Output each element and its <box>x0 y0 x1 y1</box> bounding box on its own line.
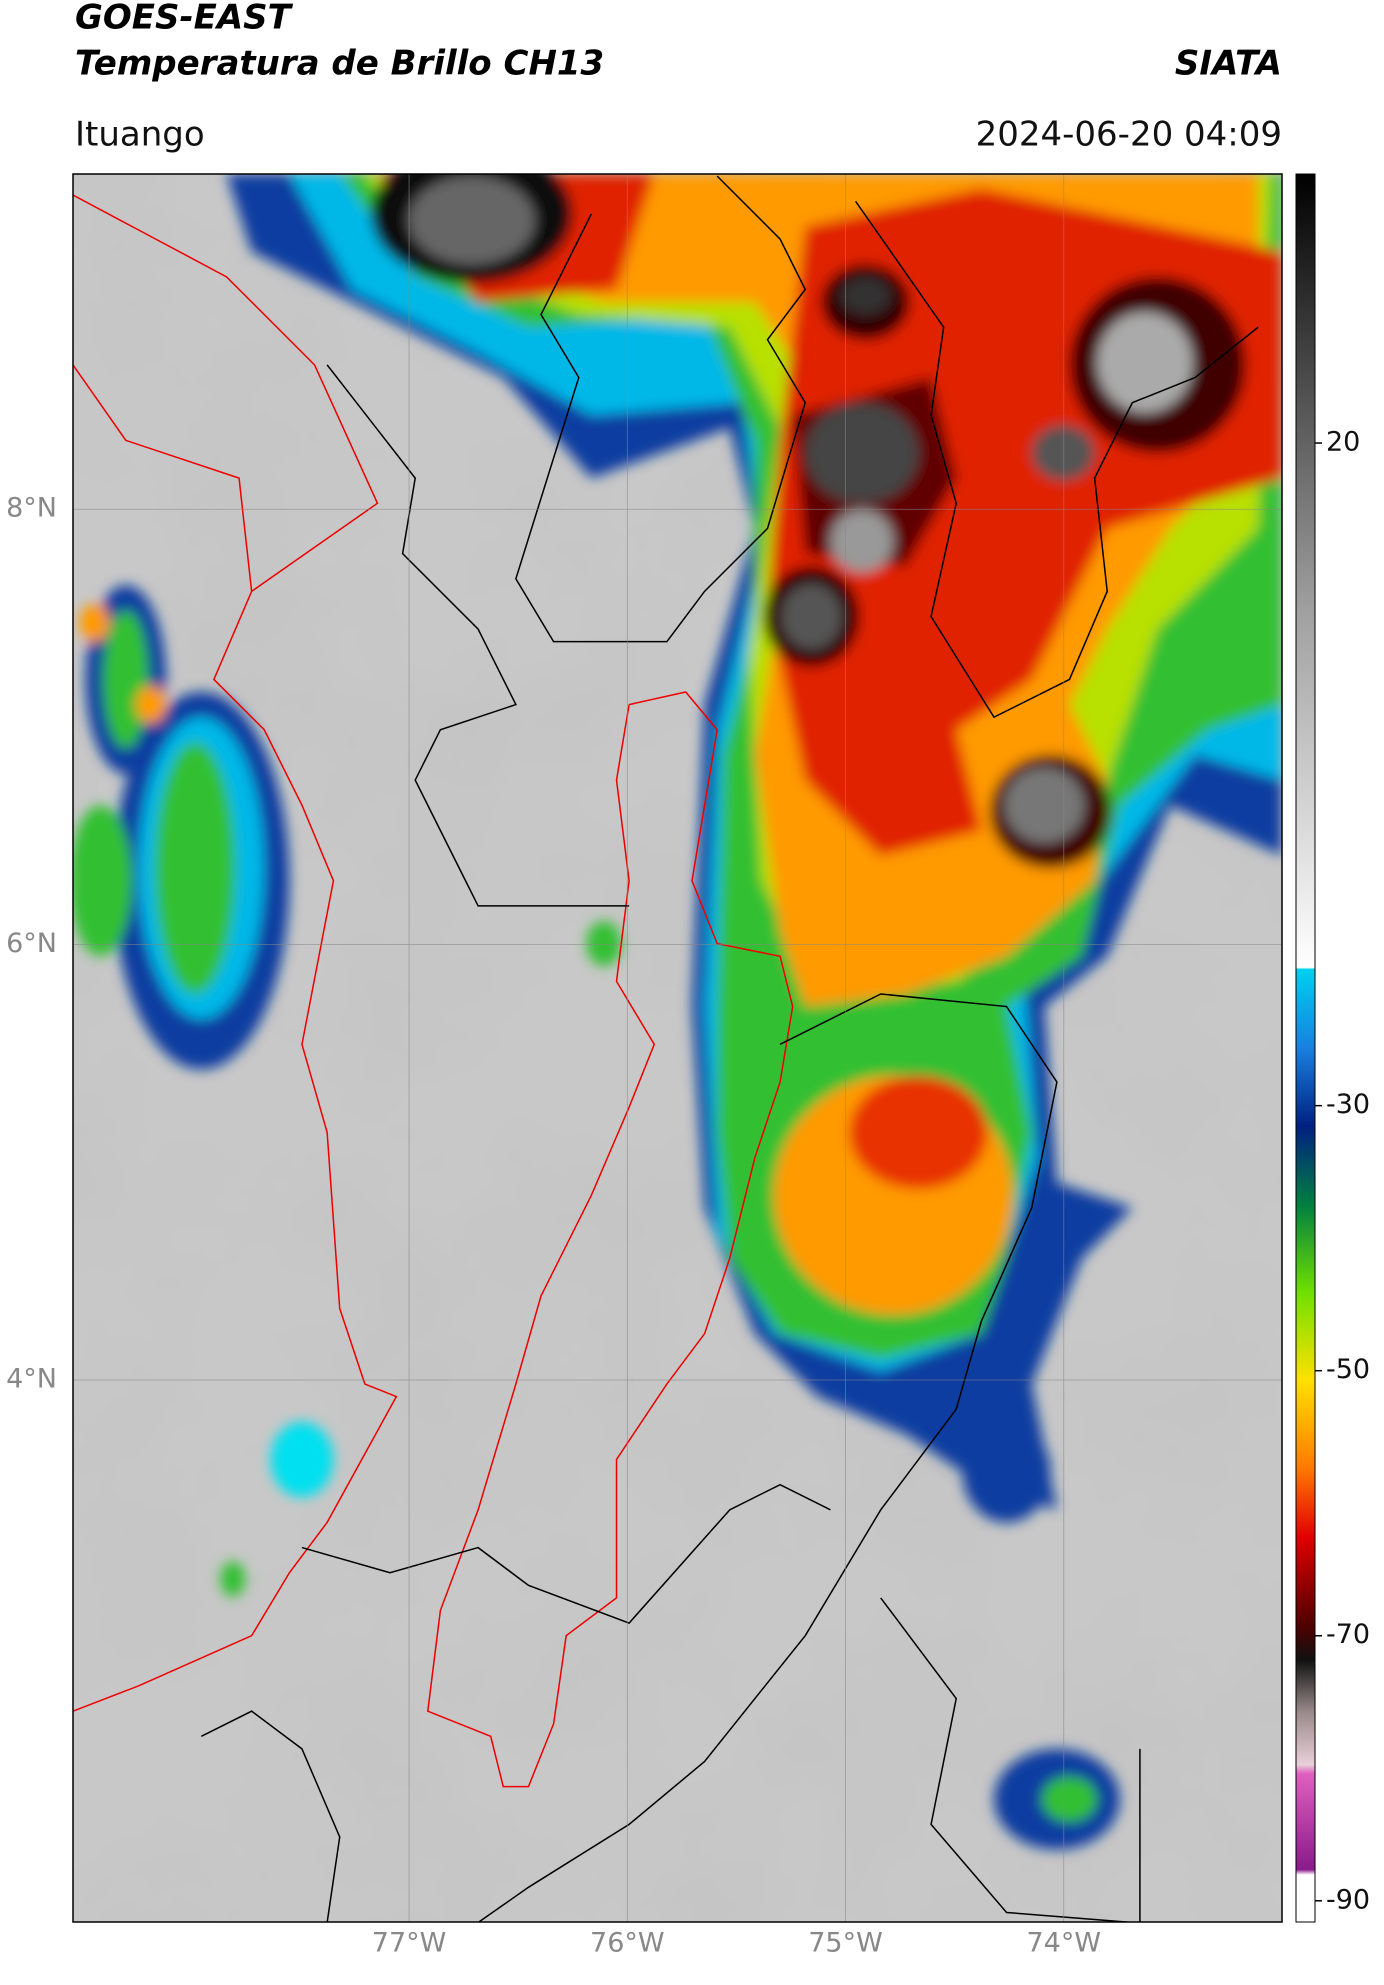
x-tick-label: 74°W <box>1026 1928 1101 1959</box>
location: Ituango <box>75 115 205 155</box>
timestamp: 2024-06-20 04:09 <box>976 115 1282 155</box>
x-tick-label: 75°W <box>808 1928 883 1959</box>
x-tick-label: 76°W <box>590 1928 665 1959</box>
subtitle: Temperatura de Brillo CH13 <box>75 44 604 84</box>
y-tick-label: 6°N <box>6 928 57 959</box>
colorbar-tick-label: -70 <box>1326 1619 1370 1650</box>
x-tick-label: 77°W <box>372 1928 447 1959</box>
storm-field <box>73 174 1282 1850</box>
colorbar-tick-label: -90 <box>1326 1884 1370 1915</box>
map <box>73 174 1282 1922</box>
borders <box>73 175 1259 1922</box>
colorbar-tick-label: -30 <box>1326 1089 1370 1120</box>
source: SIATA <box>1175 44 1282 84</box>
y-tick-label: 8°N <box>6 493 57 524</box>
y-tick-label: 4°N <box>6 1363 57 1394</box>
colorbar-tick-label: -50 <box>1326 1354 1370 1385</box>
map-frame <box>72 173 1283 1923</box>
title: GOES-EAST <box>75 0 294 38</box>
colorbar-tick-label: 20 <box>1326 427 1360 458</box>
colorbar <box>1295 173 1316 1923</box>
